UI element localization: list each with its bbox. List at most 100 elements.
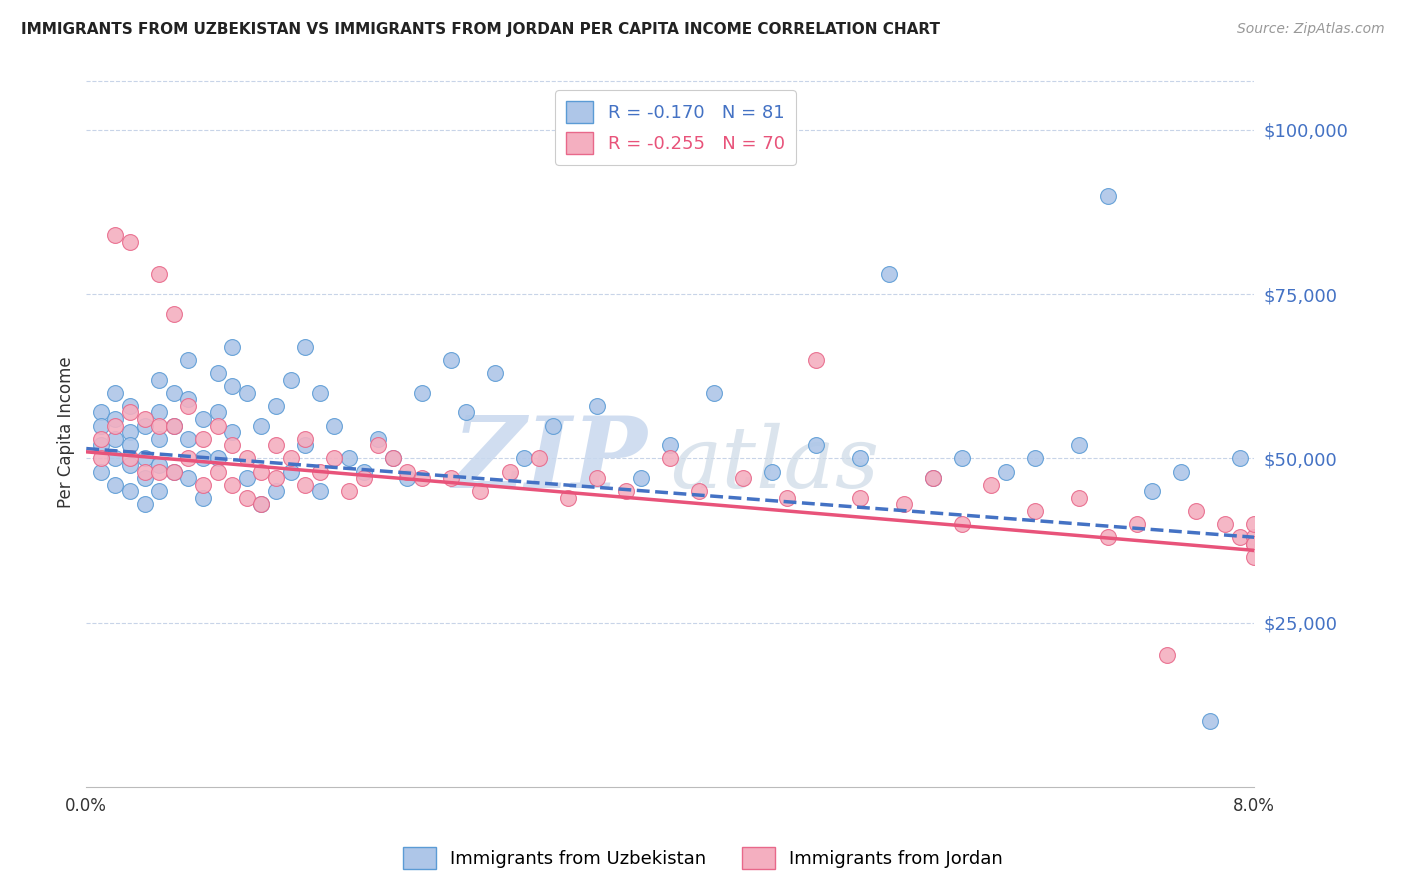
Point bbox=[877, 268, 900, 282]
Point bbox=[440, 471, 463, 485]
Point bbox=[280, 465, 302, 479]
Point bbox=[207, 405, 229, 419]
Point bbox=[688, 484, 710, 499]
Point bbox=[294, 432, 316, 446]
Point bbox=[381, 451, 404, 466]
Point bbox=[177, 392, 200, 407]
Point bbox=[207, 451, 229, 466]
Point bbox=[90, 438, 112, 452]
Point bbox=[264, 399, 287, 413]
Text: ZIP: ZIP bbox=[451, 412, 647, 508]
Point bbox=[163, 465, 186, 479]
Point bbox=[1024, 451, 1046, 466]
Point bbox=[163, 418, 186, 433]
Point bbox=[250, 497, 273, 511]
Point bbox=[120, 484, 142, 499]
Legend: R = -0.170   N = 81, R = -0.255   N = 70: R = -0.170 N = 81, R = -0.255 N = 70 bbox=[555, 90, 796, 165]
Point bbox=[396, 471, 419, 485]
Point bbox=[543, 418, 565, 433]
Point bbox=[367, 432, 389, 446]
Point bbox=[120, 425, 142, 439]
Point bbox=[1067, 438, 1090, 452]
Point bbox=[163, 465, 186, 479]
Point bbox=[120, 399, 142, 413]
Point bbox=[207, 418, 229, 433]
Point bbox=[148, 432, 170, 446]
Point bbox=[236, 471, 259, 485]
Point bbox=[950, 451, 973, 466]
Point bbox=[294, 340, 316, 354]
Point bbox=[849, 491, 872, 505]
Legend: Immigrants from Uzbekistan, Immigrants from Jordan: Immigrants from Uzbekistan, Immigrants f… bbox=[394, 838, 1012, 879]
Point bbox=[90, 405, 112, 419]
Point bbox=[134, 412, 156, 426]
Point bbox=[163, 307, 186, 321]
Point bbox=[659, 438, 682, 452]
Point bbox=[470, 484, 492, 499]
Point bbox=[1185, 504, 1208, 518]
Point bbox=[1097, 530, 1119, 544]
Point bbox=[353, 465, 375, 479]
Y-axis label: Per Capita Income: Per Capita Income bbox=[58, 356, 75, 508]
Point bbox=[120, 405, 142, 419]
Point bbox=[280, 451, 302, 466]
Point bbox=[806, 438, 828, 452]
Point bbox=[411, 385, 433, 400]
Point bbox=[1199, 714, 1222, 728]
Point bbox=[337, 451, 360, 466]
Point bbox=[630, 471, 652, 485]
Point bbox=[148, 373, 170, 387]
Point bbox=[1243, 517, 1265, 532]
Point bbox=[1140, 484, 1163, 499]
Point bbox=[163, 418, 186, 433]
Point bbox=[177, 451, 200, 466]
Point bbox=[280, 373, 302, 387]
Point bbox=[207, 366, 229, 380]
Point bbox=[1213, 517, 1236, 532]
Point bbox=[236, 385, 259, 400]
Point bbox=[367, 438, 389, 452]
Point bbox=[323, 451, 346, 466]
Point bbox=[163, 385, 186, 400]
Point bbox=[191, 432, 214, 446]
Point bbox=[586, 471, 609, 485]
Point bbox=[513, 451, 536, 466]
Point bbox=[221, 425, 243, 439]
Point bbox=[323, 418, 346, 433]
Point bbox=[104, 418, 127, 433]
Point bbox=[806, 352, 828, 367]
Point bbox=[294, 477, 316, 491]
Point bbox=[1126, 517, 1149, 532]
Point bbox=[616, 484, 638, 499]
Point bbox=[148, 268, 170, 282]
Point bbox=[733, 471, 755, 485]
Point bbox=[120, 458, 142, 472]
Point bbox=[221, 379, 243, 393]
Point bbox=[1067, 491, 1090, 505]
Point bbox=[134, 465, 156, 479]
Point bbox=[659, 451, 682, 466]
Point bbox=[120, 235, 142, 249]
Point bbox=[761, 465, 783, 479]
Point bbox=[1024, 504, 1046, 518]
Point bbox=[104, 477, 127, 491]
Point bbox=[440, 352, 463, 367]
Point bbox=[104, 432, 127, 446]
Point bbox=[134, 471, 156, 485]
Point bbox=[527, 451, 550, 466]
Point bbox=[396, 465, 419, 479]
Point bbox=[250, 465, 273, 479]
Point bbox=[236, 451, 259, 466]
Point bbox=[250, 497, 273, 511]
Text: Source: ZipAtlas.com: Source: ZipAtlas.com bbox=[1237, 22, 1385, 37]
Point bbox=[221, 438, 243, 452]
Point bbox=[134, 451, 156, 466]
Point bbox=[120, 438, 142, 452]
Point bbox=[177, 352, 200, 367]
Point bbox=[104, 412, 127, 426]
Point bbox=[90, 418, 112, 433]
Point bbox=[309, 385, 332, 400]
Point bbox=[191, 412, 214, 426]
Point bbox=[264, 484, 287, 499]
Point bbox=[1170, 465, 1192, 479]
